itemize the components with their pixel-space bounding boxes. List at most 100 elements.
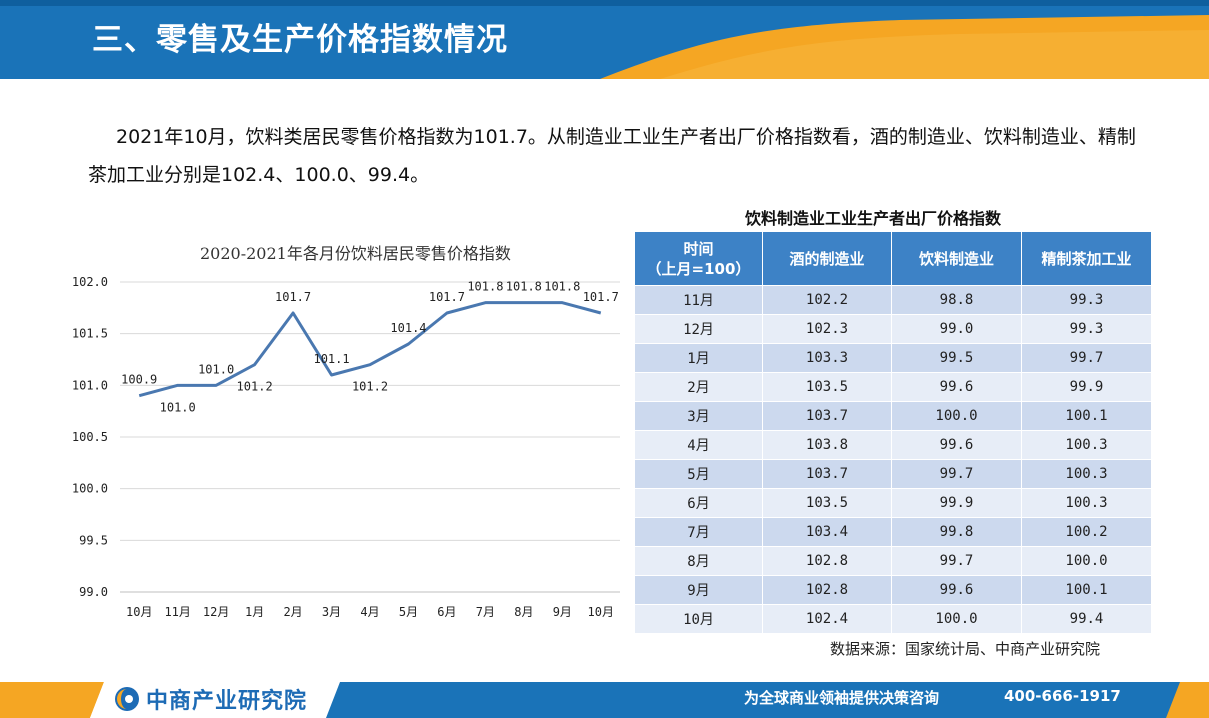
table-header-row: 时间 （上月=100） 酒的制造业 饮料制造业 精制茶加工业 <box>634 231 1152 286</box>
table-row: 4月 103.8 99.6 100.3 <box>634 430 1152 460</box>
footer-slogan: 为全球商业领袖提供决策咨询 <box>744 689 940 707</box>
table-cell-c3: 100.3 <box>1021 459 1152 489</box>
table-cell-c2: 99.7 <box>891 546 1022 576</box>
data-source-note: 数据来源：国家统计局、中商产业研究院 <box>830 640 1101 658</box>
y-tick-label: 100.5 <box>72 430 108 444</box>
table-cell-c3: 100.1 <box>1021 401 1152 431</box>
table-cell-c1: 103.7 <box>762 459 892 489</box>
table-cell-c3: 99.7 <box>1021 343 1152 373</box>
y-tick-label: 101.0 <box>72 378 108 392</box>
data-label: 101.4 <box>390 321 426 335</box>
table-cell-c3: 99.4 <box>1021 604 1152 634</box>
table-row: 7月 103.4 99.8 100.2 <box>634 517 1152 547</box>
data-label: 101.7 <box>583 290 619 304</box>
table-cell-c3: 100.3 <box>1021 488 1152 518</box>
x-tick-label: 12月 <box>203 605 229 619</box>
table-cell-c3: 99.9 <box>1021 372 1152 402</box>
table-cell-c3: 100.3 <box>1021 430 1152 460</box>
footer-phone[interactable]: 400-666-1917 <box>1004 687 1121 705</box>
table-cell-c2: 99.0 <box>891 314 1022 344</box>
table-cell-c3: 100.2 <box>1021 517 1152 547</box>
table-row: 1月 103.3 99.5 99.7 <box>634 343 1152 373</box>
data-label: 101.2 <box>352 380 388 394</box>
table-cell-month: 2月 <box>634 372 763 402</box>
data-label: 101.8 <box>467 280 503 294</box>
y-tick-label: 99.0 <box>79 585 108 599</box>
table-header-col3: 精制茶加工业 <box>1021 231 1152 286</box>
table-cell-month: 8月 <box>634 546 763 576</box>
x-tick-label: 9月 <box>553 605 572 619</box>
table-cell-c2: 99.8 <box>891 517 1022 547</box>
table-row: 9月 102.8 99.6 100.1 <box>634 575 1152 605</box>
table-row: 6月 103.5 99.9 100.3 <box>634 488 1152 518</box>
data-label: 101.0 <box>198 362 234 376</box>
footer-bar <box>0 682 1209 718</box>
data-label: 101.8 <box>506 280 542 294</box>
table-row: 2月 103.5 99.6 99.9 <box>634 372 1152 402</box>
x-tick-label: 2月 <box>283 605 302 619</box>
table-cell-c1: 103.4 <box>762 517 892 547</box>
table-cell-month: 9月 <box>634 575 763 605</box>
table-header-time: 时间 （上月=100） <box>634 231 763 286</box>
footer-background <box>0 682 1209 718</box>
table-row: 10月 102.4 100.0 99.4 <box>634 604 1152 634</box>
table-cell-c1: 103.3 <box>762 343 892 373</box>
table-cell-c1: 103.5 <box>762 488 892 518</box>
x-tick-label: 6月 <box>437 605 456 619</box>
data-label: 101.8 <box>544 280 580 294</box>
ppi-table: 时间 （上月=100） 酒的制造业 饮料制造业 精制茶加工业 11月 102.2… <box>634 231 1152 634</box>
table-cell-c2: 99.6 <box>891 430 1022 460</box>
table-title: 饮料制造业工业生产者出厂价格指数 <box>745 209 1002 228</box>
intro-paragraph: 2021年10月，饮料类居民零售价格指数为101.7。从制造业工业生产者出厂价格… <box>88 126 1136 186</box>
x-tick-label: 11月 <box>164 605 190 619</box>
series-line <box>138 301 602 398</box>
table-cell-c3: 99.3 <box>1021 314 1152 344</box>
x-tick-label: 3月 <box>322 605 341 619</box>
table-cell-c1: 102.8 <box>762 575 892 605</box>
table-cell-c3: 100.1 <box>1021 575 1152 605</box>
table-header-col1: 酒的制造业 <box>762 231 892 286</box>
chart-title: 2020-2021年各月份饮料居民零售价格指数 <box>200 244 511 263</box>
footer-logo[interactable]: 中商产业研究院 <box>114 686 307 714</box>
table-cell-c2: 100.0 <box>891 604 1022 634</box>
table-row: 11月 102.2 98.8 99.3 <box>634 285 1152 315</box>
table-cell-month: 4月 <box>634 430 763 460</box>
table-header-col2: 饮料制造业 <box>891 231 1022 286</box>
table-row: 8月 102.8 99.7 100.0 <box>634 546 1152 576</box>
data-label: 101.2 <box>237 380 273 394</box>
y-tick-label: 100.0 <box>72 482 108 496</box>
table-cell-c2: 99.6 <box>891 372 1022 402</box>
table-cell-c1: 102.8 <box>762 546 892 576</box>
y-tick-label: 101.5 <box>72 327 108 341</box>
table-row: 5月 103.7 99.7 100.3 <box>634 459 1152 489</box>
x-tick-label: 10月 <box>588 605 614 619</box>
x-tick-label: 1月 <box>245 605 264 619</box>
table-cell-month: 12月 <box>634 314 763 344</box>
table-cell-c2: 99.7 <box>891 459 1022 489</box>
table-cell-c1: 103.7 <box>762 401 892 431</box>
table-header-time-base: （上月=100） <box>646 259 751 278</box>
company-logo-icon <box>115 687 139 711</box>
table-cell-c2: 99.9 <box>891 488 1022 518</box>
table-cell-month: 6月 <box>634 488 763 518</box>
table-cell-c1: 103.5 <box>762 372 892 402</box>
table-cell-month: 3月 <box>634 401 763 431</box>
table-row: 3月 103.7 100.0 100.1 <box>634 401 1152 431</box>
table-cell-month: 1月 <box>634 343 763 373</box>
table-cell-c1: 102.3 <box>762 314 892 344</box>
data-label: 101.7 <box>429 290 465 304</box>
table-cell-month: 7月 <box>634 517 763 547</box>
table-cell-c1: 102.4 <box>762 604 892 634</box>
table-cell-month: 5月 <box>634 459 763 489</box>
header-background <box>0 0 1209 79</box>
x-tick-label: 4月 <box>360 605 379 619</box>
line-chart: 99.0 99.5 100.0 100.5 101.0 101.5 102.0 10月 11月 1… <box>72 275 620 619</box>
x-tick-label: 8月 <box>514 605 533 619</box>
table-row: 12月 102.3 99.0 99.3 <box>634 314 1152 344</box>
table-cell-c3: 99.3 <box>1021 285 1152 315</box>
x-tick-label: 5月 <box>399 605 418 619</box>
table-cell-month: 10月 <box>634 604 763 634</box>
table-cell-c2: 98.8 <box>891 285 1022 315</box>
data-label: 101.0 <box>160 400 196 414</box>
header-banner: 三、零售及生产价格指数情况 <box>0 0 1209 79</box>
